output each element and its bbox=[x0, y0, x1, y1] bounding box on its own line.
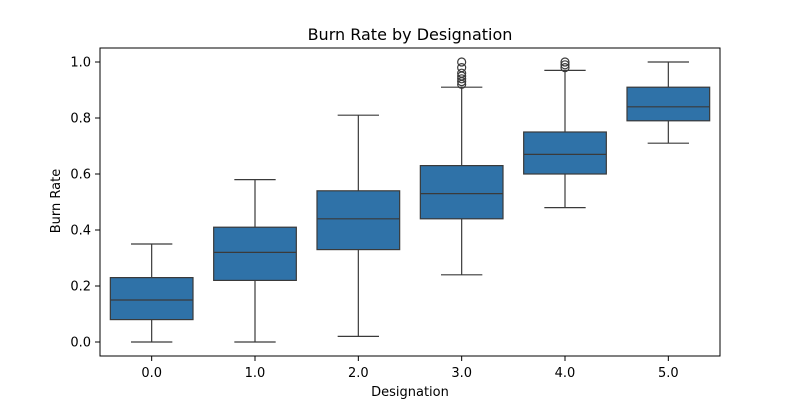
box-4.0 bbox=[523, 131, 607, 175]
x-tick-label: 1.0 bbox=[245, 366, 266, 381]
outlier-point bbox=[457, 62, 467, 73]
chart-title: Burn Rate by Designation bbox=[308, 25, 513, 44]
y-tick-label: 0.0 bbox=[70, 336, 91, 351]
outlier-point bbox=[457, 68, 467, 78]
plot-frame bbox=[99, 47, 721, 357]
box-2.0 bbox=[316, 190, 401, 251]
x-tick-label: 5.0 bbox=[658, 366, 679, 381]
x-tick-label: 4.0 bbox=[555, 366, 576, 381]
outlier-point bbox=[457, 74, 467, 84]
outlier-point bbox=[457, 57, 467, 67]
y-tick-label: 0.2 bbox=[70, 280, 91, 295]
y-axis-label: Burn Rate bbox=[49, 169, 64, 233]
y-tick-label: 1.0 bbox=[70, 56, 91, 71]
box-1.0 bbox=[213, 226, 297, 281]
y-tick-label: 0.8 bbox=[70, 112, 91, 127]
outlier-point bbox=[560, 62, 570, 73]
plot-area: 0.0 0.2 0.4 0.6 0.8 1.0 0.0 1.0 2.0 3.0 4.0 5.0 bbox=[70, 47, 721, 381]
box-3.0 bbox=[419, 165, 504, 220]
x-tick-label: 3.0 bbox=[451, 366, 472, 381]
y-tick-label: 0.6 bbox=[70, 168, 91, 183]
outlier-point bbox=[560, 60, 570, 70]
box-5.0 bbox=[626, 86, 711, 122]
outlier-point bbox=[560, 57, 570, 67]
x-tick-label: 0.0 bbox=[141, 366, 162, 381]
y-tick-label: 0.4 bbox=[70, 224, 91, 239]
box-0.0 bbox=[109, 277, 194, 321]
x-axis-label: Designation bbox=[371, 385, 449, 400]
x-tick-label: 2.0 bbox=[348, 366, 369, 381]
